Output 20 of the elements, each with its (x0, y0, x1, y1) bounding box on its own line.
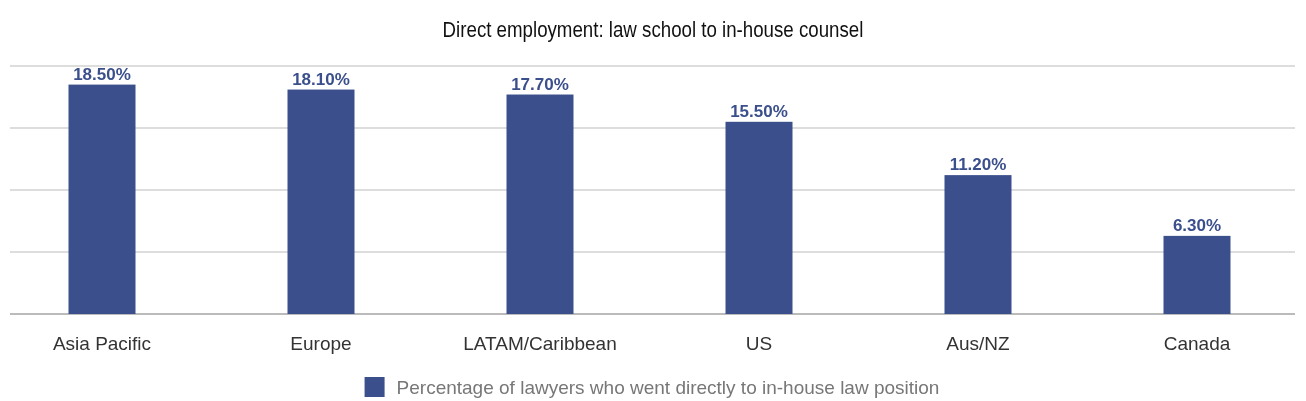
data-label: 17.70% (511, 74, 569, 94)
x-tick-label: Asia Pacific (52, 333, 152, 354)
data-label: 11.20% (949, 155, 1007, 175)
bar (725, 121, 793, 314)
bar (944, 175, 1012, 314)
bar (1163, 235, 1231, 314)
x-tick-label: Canada (1163, 333, 1231, 354)
bar (68, 84, 136, 314)
x-tick-label: Europe (290, 333, 352, 354)
data-label: 15.50% (730, 101, 788, 121)
x-tick-label: LATAM/Caribbean (463, 333, 617, 354)
data-label: 18.50% (73, 64, 131, 84)
bar (506, 94, 574, 314)
data-label: 18.10% (292, 69, 350, 89)
x-tick-label: US (745, 333, 773, 354)
bar (287, 89, 355, 314)
legend-label: Percentage of lawyers who went directly to in-house law position (396, 377, 940, 398)
x-tick-label: Aus/NZ (946, 333, 1011, 354)
data-label: 6.30% (1172, 215, 1222, 235)
chart-title: Direct employment: law school to in-house counsel (442, 17, 864, 42)
